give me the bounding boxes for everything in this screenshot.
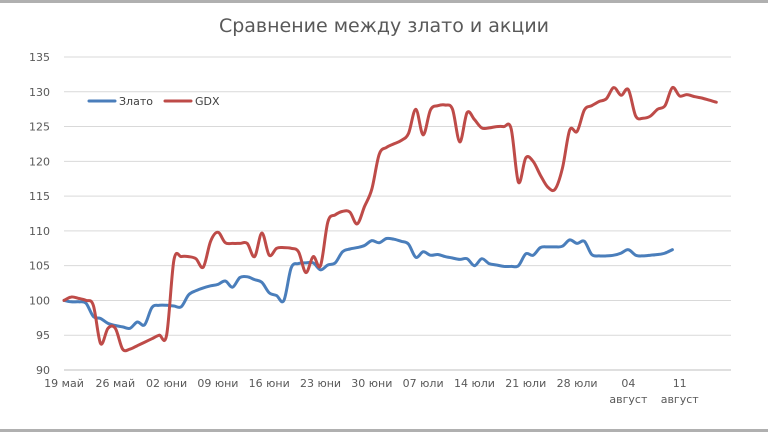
y-tick-label: 90 [36, 364, 50, 377]
x-tick-label: 16 юни [249, 377, 290, 390]
x-tick-label: 19 май [44, 377, 84, 390]
x-tick-label: 11 [673, 377, 687, 390]
chart-title: Сравнение между злато и акции [218, 15, 550, 37]
x-tick-label: 07 юли [403, 377, 444, 390]
series-lines [62, 85, 718, 353]
x-tick-sublabel: август [609, 393, 648, 406]
y-tick-label: 95 [36, 329, 50, 342]
x-tick-label: 21 юли [505, 377, 546, 390]
x-tick-label: 02 юни [146, 377, 187, 390]
x-tick-label: 14 юли [454, 377, 495, 390]
y-tick-label: 115 [29, 190, 50, 203]
series-line-gdx [62, 85, 718, 353]
series-line-gold [62, 236, 674, 330]
legend-label: GDX [195, 95, 220, 108]
y-axis-ticks: 90 95 100 105 110 115 120 125 130 135 [29, 51, 50, 377]
x-tick-label: 04 [621, 377, 635, 390]
gridlines [64, 56, 731, 371]
x-tick-label: 23 юни [300, 377, 341, 390]
y-tick-label: 135 [29, 51, 50, 64]
y-tick-label: 105 [29, 260, 50, 273]
legend-label: Злато [119, 95, 153, 108]
x-tick-label: 26 май [95, 377, 135, 390]
x-tick-sublabel: август [661, 393, 700, 406]
legend: Злато GDX [87, 95, 220, 108]
x-tick-label: 30 юни [351, 377, 392, 390]
y-tick-label: 100 [29, 294, 50, 307]
x-tick-label: 09 юни [197, 377, 238, 390]
y-tick-label: 110 [29, 225, 50, 238]
y-tick-label: 125 [29, 121, 50, 134]
x-axis-ticks: 19 май 26 май 02 юни 09 юни 16 юни 23 юни 30 ю… [44, 377, 699, 406]
y-tick-label: 130 [29, 86, 50, 99]
y-tick-label: 120 [29, 155, 50, 168]
x-tick-label: 28 юли [557, 377, 598, 390]
line-chart: 90 95 100 105 110 115 120 125 130 135 19 май 26 ма… [29, 51, 731, 406]
